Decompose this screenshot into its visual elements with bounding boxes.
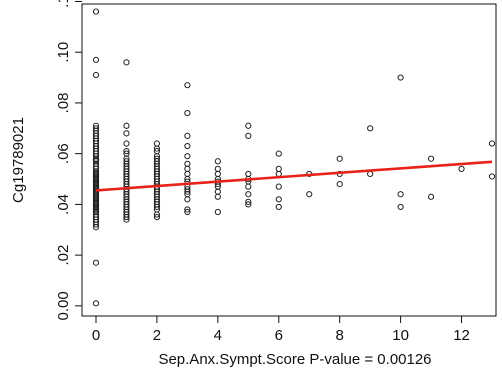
data-point	[123, 148, 130, 155]
data-point	[153, 203, 161, 211]
data-point	[184, 109, 191, 117]
data-point	[245, 183, 252, 190]
data-point	[275, 170, 282, 178]
data-point	[367, 125, 374, 132]
data-point	[397, 203, 404, 211]
data-point	[184, 175, 191, 183]
data-point	[275, 203, 282, 211]
x-tick-label: 2	[153, 327, 161, 344]
data-point	[245, 191, 252, 198]
data-point	[92, 259, 100, 266]
data-point	[245, 122, 252, 129]
data-point	[153, 145, 161, 152]
x-tick-label: 8	[336, 327, 344, 344]
data-point	[245, 170, 252, 178]
data-point	[488, 140, 496, 147]
data-point	[275, 165, 282, 172]
data-point	[184, 170, 191, 178]
data-point	[184, 82, 191, 89]
data-point	[245, 198, 252, 205]
data-point	[458, 165, 465, 172]
plot-frame	[81, 3, 497, 317]
y-tick-label: .06	[55, 143, 72, 164]
x-tick-label: 12	[453, 327, 470, 344]
data-point	[92, 221, 100, 228]
data-point	[397, 191, 404, 198]
data-point	[123, 140, 130, 147]
data-point	[275, 183, 282, 190]
x-tick-label: 10	[392, 327, 409, 344]
data-point	[275, 196, 282, 203]
data-point	[367, 170, 374, 178]
data-point	[92, 224, 100, 231]
data-point	[184, 196, 191, 203]
data-point	[427, 193, 435, 200]
data-point	[153, 213, 161, 221]
data-point	[214, 188, 221, 195]
data-point	[184, 188, 191, 195]
data-point	[123, 130, 130, 137]
y-tick-label: .02	[55, 245, 72, 266]
data-point	[92, 300, 100, 307]
x-tick-label: 6	[275, 327, 283, 344]
regression-line	[95, 160, 493, 192]
data-point	[184, 165, 191, 172]
data-point	[123, 122, 130, 129]
data-point	[214, 208, 221, 216]
data-point	[184, 206, 191, 213]
data-point	[184, 132, 191, 140]
x-axis: 0 2 4 6 8 10 12	[92, 316, 470, 344]
data-point	[92, 156, 100, 164]
y-tick-label: .08	[55, 92, 72, 113]
data-point	[336, 155, 343, 162]
data-point	[153, 140, 161, 147]
data-point	[214, 170, 221, 178]
data-point	[245, 132, 252, 140]
y-tick-label: 0.00	[55, 291, 72, 320]
x-tick-label: 4	[214, 327, 222, 344]
x-tick-label: 0	[92, 327, 100, 344]
data-points	[92, 8, 496, 307]
data-point	[184, 208, 191, 216]
data-point	[214, 165, 221, 172]
y-tick-label: .1	[55, 0, 72, 8]
data-point	[427, 155, 435, 162]
data-point	[306, 191, 313, 198]
data-point	[92, 56, 100, 63]
data-point	[184, 160, 191, 167]
data-point	[184, 142, 191, 150]
data-point	[184, 153, 191, 160]
data-point	[123, 59, 130, 66]
data-point	[336, 180, 343, 188]
data-point	[214, 158, 221, 165]
y-tick-label: .04	[55, 194, 72, 215]
data-point	[275, 150, 282, 157]
y-axis-title: Cg19789021	[10, 117, 27, 203]
x-axis-title: Sep.Anx.Sympt.Score P-value = 0.00126	[158, 351, 431, 368]
data-point	[397, 74, 404, 81]
data-point	[153, 211, 161, 218]
y-tick-label: .10	[55, 42, 72, 63]
y-axis: 0.00 .02 .04 .06 .08 .10 .1	[55, 0, 82, 320]
data-point	[488, 173, 496, 180]
data-point	[92, 8, 100, 15]
data-point	[92, 71, 100, 79]
data-point	[92, 179, 100, 186]
data-point	[123, 213, 130, 221]
data-point	[245, 201, 252, 208]
data-point	[214, 193, 221, 200]
data-point	[123, 216, 130, 223]
